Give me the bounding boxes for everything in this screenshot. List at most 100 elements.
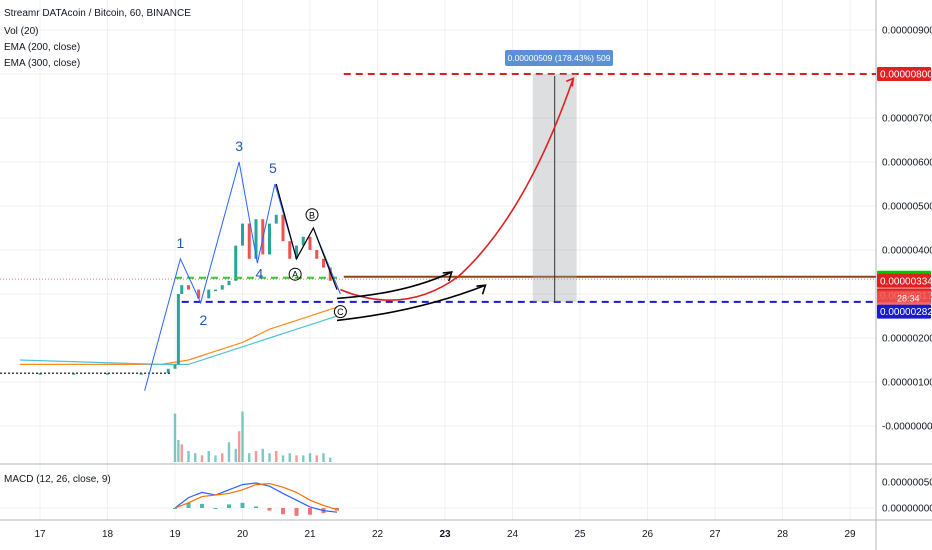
price-tick-label: 0.00000200: [882, 334, 932, 345]
volume-bar: [237, 431, 241, 462]
macd-histogram-bar: [186, 502, 191, 508]
macd-tick-label: 0.00000050: [882, 478, 932, 489]
price-tag-value: 0.00000282: [880, 307, 932, 318]
time-tick-label: 29: [844, 529, 856, 540]
volume-bar: [308, 453, 312, 462]
macd-tick-label: 0.00000000: [882, 504, 932, 515]
macd-histogram-bar: [227, 504, 231, 508]
countdown-bg: [877, 290, 931, 305]
candle: [227, 280, 231, 286]
wave-label-3: 3: [235, 138, 243, 154]
volume-bar: [214, 455, 217, 462]
symbol-title: Streamr DATAcoin / Bitcoin, 60, BINANCE: [4, 8, 191, 19]
time-tick-label: 26: [642, 529, 654, 540]
time-tick-label: 22: [372, 529, 384, 540]
ema-lines: [19, 306, 338, 365]
breakout-arrowhead: [476, 284, 487, 295]
candle: [207, 289, 211, 299]
macd-signal-line: [174, 482, 338, 511]
volume-bar: [221, 453, 224, 462]
volume-bar: [248, 453, 251, 462]
price-tick-label: 0.00000500: [882, 202, 932, 213]
macd-legend-label: MACD (12, 26, close, 9): [4, 474, 111, 485]
macd-histogram-bar: [240, 502, 245, 508]
wave-label-circle: [333, 305, 347, 319]
time-tick-label: 19: [169, 529, 181, 540]
volume-bar: [177, 440, 180, 462]
time-axis: 17 18 19 20 21 22 23 24 25 26 27 28 29: [34, 529, 856, 540]
candle: [176, 294, 180, 365]
wave-label-b: B: [309, 210, 315, 220]
candle: [268, 223, 271, 255]
abc-correction-line: [275, 183, 338, 290]
macd-pane: [0, 482, 876, 516]
countdown-text: 28:34: [897, 294, 920, 304]
volume-bar: [329, 457, 332, 462]
price-tick-label: 0.00000900: [882, 26, 932, 37]
price-tag-bg: [877, 273, 931, 288]
macd-histogram-bar: [200, 503, 204, 508]
candle: [197, 289, 201, 299]
volume-bar: [315, 455, 318, 462]
wave-label-4: 4: [255, 266, 263, 282]
time-tick-label: 23: [439, 529, 451, 540]
wave-label-2: 2: [199, 312, 207, 328]
candle: [247, 223, 251, 259]
price-tag: 0.00000800: [877, 67, 932, 81]
macd-histogram-bar: [281, 508, 285, 515]
volume-bar: [241, 411, 244, 462]
candle: [173, 364, 177, 369]
price-tick-label: -0.00000000: [882, 422, 932, 433]
volume-bars: [173, 411, 332, 462]
price-tick-label: 0.00000400: [882, 246, 932, 257]
target-arrowhead: [565, 77, 575, 87]
macd-histogram-bar: [173, 508, 177, 509]
macd-histogram-bar: [267, 508, 272, 511]
countdown-tag: 28:34: [877, 290, 931, 305]
volume-bar: [275, 451, 278, 462]
time-tick-label: 25: [574, 529, 586, 540]
measure-tooltip: 0.00000509 (178.43%) 509: [505, 50, 613, 66]
time-tick-label: 27: [709, 529, 721, 540]
volume-bar: [234, 448, 237, 462]
candle: [308, 236, 312, 250]
vol-legend: Vol (20): [4, 26, 39, 37]
time-tick-label: 17: [34, 529, 46, 540]
volume-bar: [200, 455, 204, 462]
macd-histogram-bar: [254, 506, 258, 508]
wave-label-a: A: [292, 270, 298, 280]
ema300-legend: EMA (300, close): [4, 58, 81, 69]
time-tick-label: 28: [777, 529, 789, 540]
breakout-arrowhead: [442, 271, 453, 282]
macd-line: [174, 482, 338, 513]
volume-bar: [180, 444, 183, 462]
wave-label-5: 5: [269, 160, 277, 176]
volume-bar: [281, 455, 285, 462]
volume-bar: [173, 413, 177, 462]
wave-label-circle: [305, 208, 319, 222]
candle: [220, 285, 224, 290]
time-tick-label: 24: [507, 529, 519, 540]
candle: [241, 223, 244, 246]
volume-bar: [207, 451, 210, 462]
volume-bar: [302, 455, 305, 462]
candle: [322, 258, 325, 268]
price-tag: 0.00000334: [877, 273, 932, 288]
ema200-legend: EMA (200, close): [4, 42, 81, 53]
candle: [301, 236, 305, 246]
volume-bar: [187, 451, 190, 462]
price-tick-label: 0.00000600: [882, 158, 932, 169]
price-tick-label: 0.00000100: [882, 378, 932, 389]
price-tag: 0.00000282: [877, 304, 932, 319]
candle: [166, 368, 170, 374]
candle: [106, 373, 109, 375]
wave-label-circle: [288, 267, 302, 281]
candle: [315, 250, 319, 259]
drawings: 1 2 3 4 5 A B C: [0, 73, 876, 391]
main-legend: Streamr DATAcoin / Bitcoin, 60, BINANCE …: [4, 8, 191, 70]
price-series: [0, 214, 332, 375]
candle: [180, 285, 184, 294]
wave-label-1: 1: [177, 235, 185, 251]
